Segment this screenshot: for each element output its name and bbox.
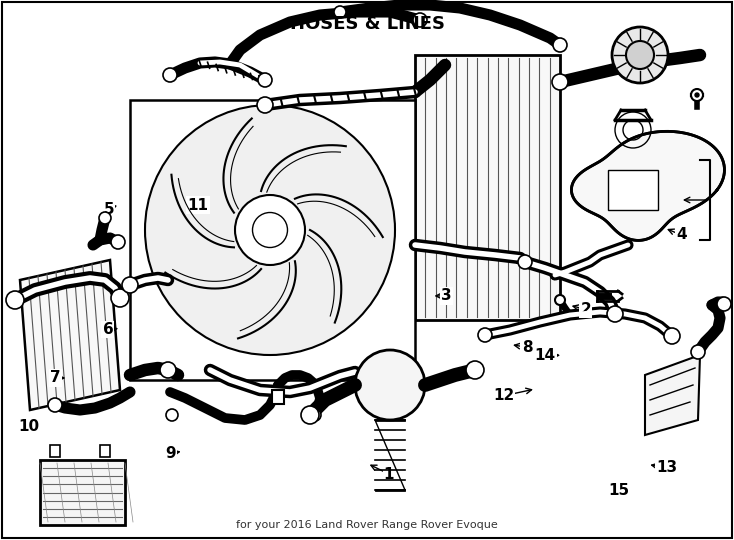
Text: 2: 2 — [581, 302, 591, 317]
Text: 3: 3 — [441, 288, 451, 303]
Text: 11: 11 — [188, 198, 208, 213]
Text: for your 2016 Land Rover Range Rover Evoque: for your 2016 Land Rover Range Rover Evo… — [236, 520, 498, 530]
Bar — [50, 445, 60, 457]
Polygon shape — [645, 355, 700, 435]
Bar — [100, 445, 110, 457]
Text: 8: 8 — [522, 340, 532, 355]
Text: 13: 13 — [656, 460, 677, 475]
Bar — [272, 390, 284, 404]
Circle shape — [717, 297, 731, 311]
Circle shape — [111, 235, 125, 249]
Circle shape — [691, 89, 703, 101]
Circle shape — [160, 362, 176, 378]
Text: HOSES & LINES: HOSES & LINES — [289, 15, 445, 33]
Text: 12: 12 — [493, 388, 514, 403]
Circle shape — [552, 74, 568, 90]
Circle shape — [301, 406, 319, 424]
Circle shape — [355, 350, 425, 420]
Polygon shape — [572, 131, 724, 240]
Circle shape — [413, 13, 427, 27]
Text: 15: 15 — [608, 483, 629, 498]
Circle shape — [6, 291, 24, 309]
Polygon shape — [20, 260, 120, 410]
Circle shape — [518, 255, 532, 269]
Circle shape — [235, 195, 305, 265]
Circle shape — [695, 93, 699, 97]
Text: 10: 10 — [19, 419, 40, 434]
Circle shape — [163, 68, 177, 82]
Bar — [608, 170, 658, 210]
Circle shape — [664, 328, 680, 344]
Circle shape — [478, 328, 492, 342]
Circle shape — [99, 212, 111, 224]
Circle shape — [466, 361, 484, 379]
Text: 14: 14 — [535, 348, 556, 363]
Circle shape — [626, 41, 654, 69]
Circle shape — [257, 97, 273, 113]
Bar — [415, 55, 560, 320]
Circle shape — [334, 6, 346, 18]
Bar — [130, 100, 415, 380]
Text: 4: 4 — [676, 227, 686, 242]
Circle shape — [607, 306, 623, 322]
Circle shape — [691, 345, 705, 359]
Circle shape — [166, 409, 178, 421]
Text: 5: 5 — [103, 202, 114, 217]
Circle shape — [258, 73, 272, 87]
Circle shape — [612, 27, 668, 83]
Circle shape — [309, 409, 321, 421]
Text: 9: 9 — [165, 446, 175, 461]
Text: 7: 7 — [50, 370, 60, 386]
Text: 1: 1 — [384, 467, 394, 482]
Text: 6: 6 — [103, 322, 113, 337]
Circle shape — [145, 105, 395, 355]
Circle shape — [122, 277, 138, 293]
Circle shape — [48, 398, 62, 412]
Circle shape — [555, 295, 565, 305]
Circle shape — [111, 289, 129, 307]
Bar — [40, 460, 125, 525]
Circle shape — [553, 38, 567, 52]
